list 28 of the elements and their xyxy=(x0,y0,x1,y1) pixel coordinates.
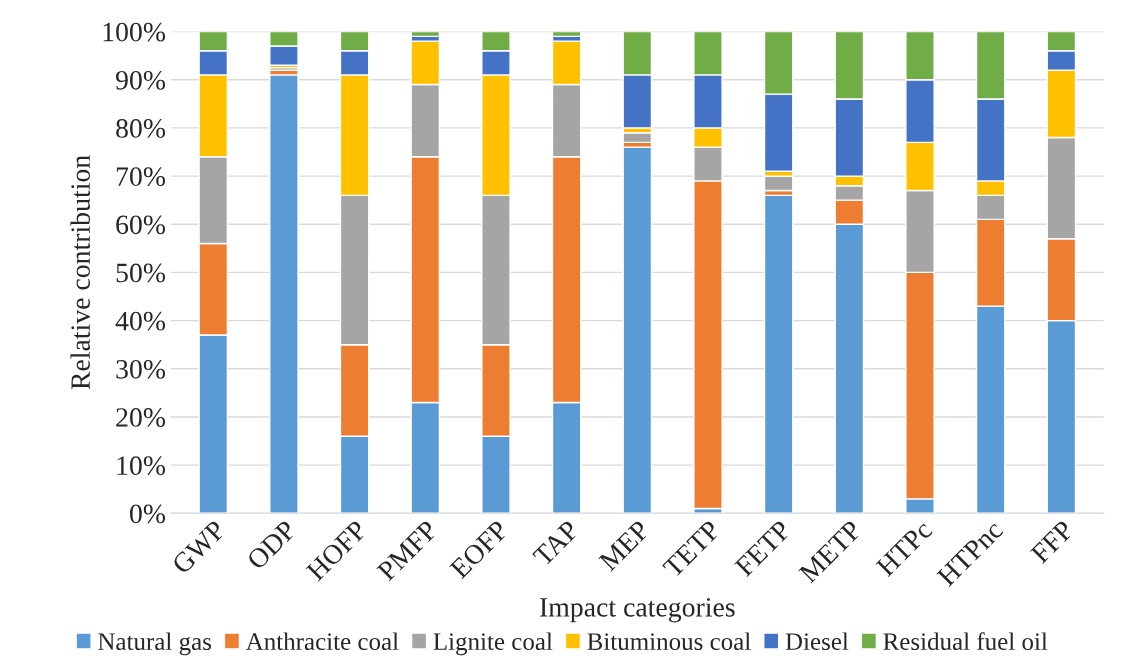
y-tick-label: 80% xyxy=(116,119,166,138)
legend-label: Anthracite coal xyxy=(245,632,399,651)
bar xyxy=(410,31,441,38)
x-tick-label: FFP xyxy=(1029,519,1075,565)
y-axis-title: Relative contribution xyxy=(70,155,90,390)
bar xyxy=(269,74,299,514)
x-tick-label: TAP xyxy=(532,519,580,567)
legend-label: Residual fuel oil xyxy=(883,632,1048,651)
bar xyxy=(763,194,794,514)
bar xyxy=(551,31,582,38)
legend-label: Bituminous coal xyxy=(587,632,751,651)
y-tick-label: 90% xyxy=(115,70,166,90)
legend-label: Diesel xyxy=(785,632,849,651)
x-axis-title: Impact categories xyxy=(539,597,735,623)
bar xyxy=(622,146,653,514)
y-tick-label: 0% xyxy=(130,504,166,524)
y-tick-label: 100% xyxy=(103,22,166,42)
legend-label: Lignite coal xyxy=(433,632,553,656)
x-tick-label: ODP xyxy=(246,519,297,571)
y-tick-label: 20% xyxy=(116,408,166,427)
legend-label: Natural gas xyxy=(98,632,212,656)
y-tick-label: 50% xyxy=(116,263,166,283)
y-tick-label: 70% xyxy=(116,167,166,187)
y-tick-label: 40% xyxy=(115,311,166,331)
y-tick-label: 30% xyxy=(116,359,166,379)
bar xyxy=(622,132,653,144)
y-tick-label: 60% xyxy=(116,215,166,235)
y-tick-label: 10% xyxy=(117,456,166,476)
